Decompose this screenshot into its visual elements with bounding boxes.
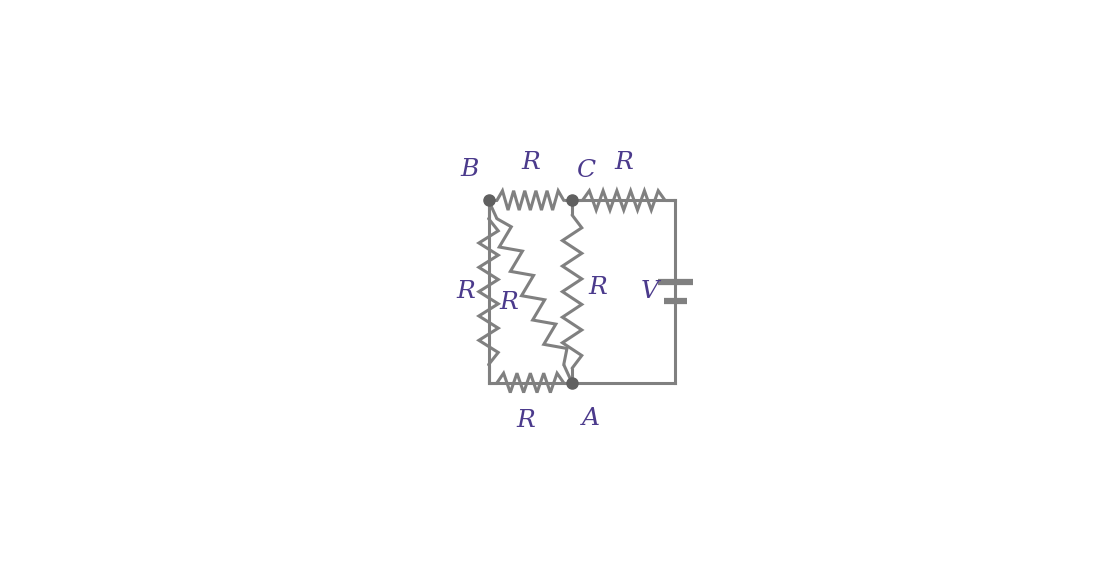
Text: R: R — [456, 280, 475, 303]
Text: R: R — [516, 409, 535, 432]
Text: R: R — [520, 151, 539, 174]
Text: B: B — [460, 158, 479, 180]
Text: C: C — [576, 159, 595, 182]
Text: R: R — [499, 291, 518, 314]
Text: V: V — [641, 280, 659, 303]
Text: A: A — [582, 407, 599, 430]
Text: R: R — [614, 151, 633, 174]
Text: R: R — [589, 276, 607, 299]
